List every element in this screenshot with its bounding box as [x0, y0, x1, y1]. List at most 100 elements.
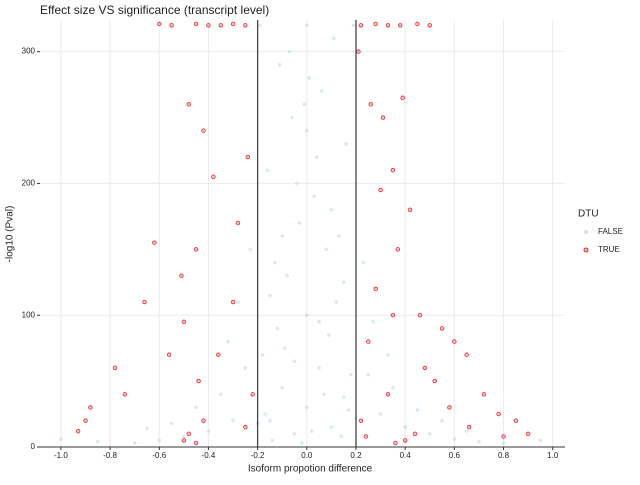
- point: [351, 23, 356, 28]
- point: [201, 418, 206, 423]
- point: [206, 23, 211, 28]
- point: [302, 102, 307, 107]
- point: [169, 421, 174, 426]
- point: [346, 408, 351, 412]
- point: [386, 352, 390, 357]
- point: [112, 365, 118, 371]
- point: [194, 405, 198, 410]
- point: [317, 319, 321, 324]
- point: [280, 234, 285, 238]
- point: [186, 431, 191, 437]
- x-tick-label: -0.2: [251, 451, 265, 460]
- y-tick-label: 0: [31, 442, 36, 451]
- point: [122, 392, 128, 397]
- point: [263, 412, 267, 416]
- point: [280, 385, 285, 390]
- point: [319, 89, 324, 93]
- point: [538, 438, 543, 443]
- point: [275, 326, 280, 331]
- legend-label: FALSE: [598, 227, 623, 236]
- point: [295, 181, 299, 186]
- point: [236, 300, 240, 304]
- point: [166, 352, 172, 357]
- point: [358, 418, 364, 423]
- point: [332, 36, 336, 41]
- point: [501, 434, 506, 439]
- point: [273, 260, 277, 265]
- point: [412, 431, 418, 437]
- point: [415, 21, 420, 27]
- point: [157, 438, 162, 443]
- point: [363, 434, 369, 439]
- point: [464, 352, 469, 357]
- point: [452, 437, 457, 441]
- point: [211, 174, 216, 180]
- point: [226, 339, 230, 344]
- point: [385, 23, 391, 28]
- point: [439, 326, 445, 331]
- point: [361, 260, 366, 265]
- point: [201, 128, 206, 133]
- point: [322, 392, 326, 397]
- point: [329, 207, 334, 212]
- point: [243, 366, 248, 370]
- point: [344, 142, 348, 146]
- point: [292, 432, 297, 436]
- point: [230, 299, 236, 305]
- point: [334, 300, 339, 304]
- point: [373, 286, 378, 292]
- point: [196, 378, 201, 384]
- point: [145, 426, 149, 431]
- legend-key: [584, 230, 588, 234]
- x-axis-label: Isoform propotion difference: [248, 464, 373, 475]
- point: [324, 247, 329, 252]
- point: [417, 313, 423, 318]
- point: [231, 418, 235, 423]
- x-tick-label: 0.8: [498, 451, 510, 460]
- point: [260, 352, 265, 357]
- x-tick-label: -1.0: [54, 451, 68, 460]
- point: [300, 441, 304, 445]
- point: [427, 23, 432, 28]
- point: [398, 23, 403, 28]
- point: [181, 438, 187, 443]
- point: [390, 313, 396, 318]
- point: [501, 441, 506, 445]
- point: [132, 441, 137, 445]
- point: [427, 432, 432, 436]
- point: [385, 392, 391, 397]
- point: [270, 438, 275, 443]
- legend-key: [583, 247, 589, 253]
- point: [179, 273, 184, 278]
- point: [287, 49, 292, 54]
- point: [314, 155, 319, 159]
- point: [142, 299, 147, 305]
- point: [371, 319, 375, 324]
- point: [525, 431, 531, 437]
- point: [305, 405, 309, 410]
- point: [366, 339, 371, 344]
- point: [464, 429, 469, 433]
- point: [393, 440, 398, 446]
- point: [169, 23, 174, 28]
- point: [312, 194, 316, 199]
- x-tick-label: -0.6: [152, 451, 166, 460]
- point: [248, 247, 253, 252]
- x-tick-label: 0.4: [400, 451, 412, 460]
- point: [218, 23, 223, 28]
- point: [415, 408, 420, 412]
- y-tick-label: 100: [22, 310, 36, 319]
- point: [422, 365, 428, 371]
- point: [390, 168, 396, 173]
- point: [452, 339, 457, 344]
- x-tick-label: 0.6: [449, 451, 461, 460]
- point: [95, 439, 100, 444]
- point: [250, 392, 255, 397]
- point: [182, 434, 186, 439]
- point: [75, 428, 81, 434]
- point: [157, 21, 162, 27]
- point: [368, 102, 373, 107]
- point: [349, 372, 353, 377]
- point: [400, 95, 405, 100]
